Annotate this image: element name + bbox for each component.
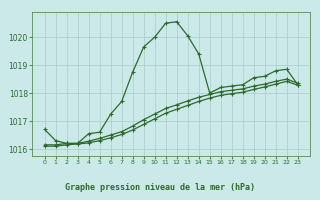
Text: Graphe pression niveau de la mer (hPa): Graphe pression niveau de la mer (hPa) [65, 183, 255, 192]
